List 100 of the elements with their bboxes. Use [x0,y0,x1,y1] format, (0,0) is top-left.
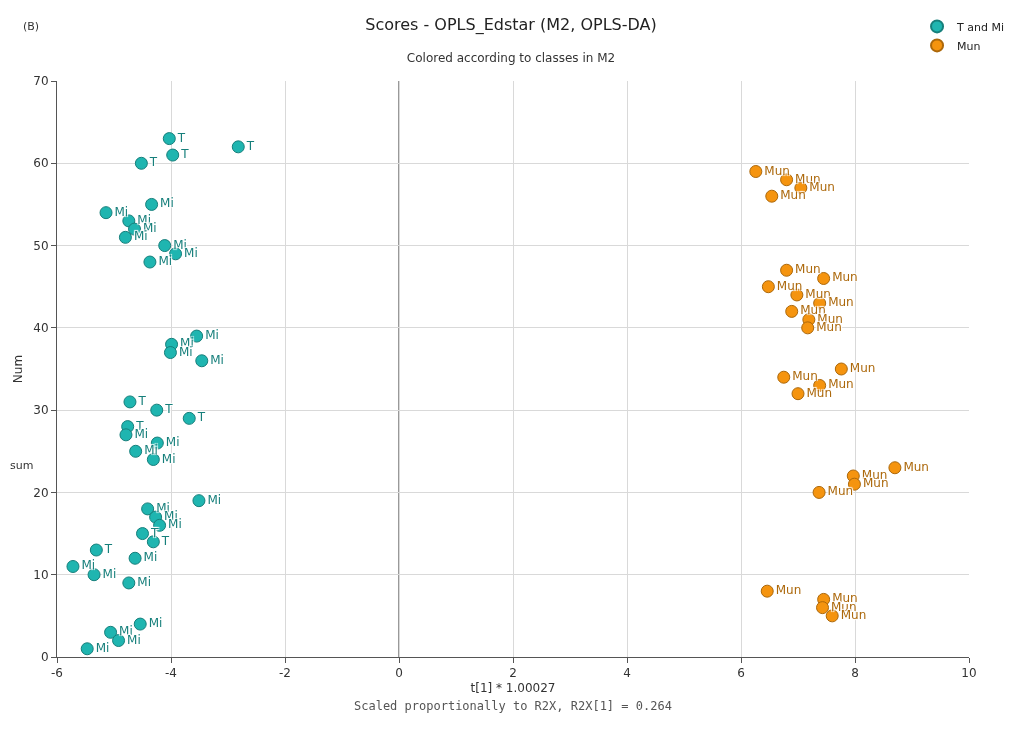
y-tick-label: 0 [40,650,49,665]
point [785,304,799,318]
y-tick-label: 50 [33,238,49,253]
data-label: Mun [764,163,790,178]
data-label: T [137,393,147,408]
point [112,634,126,648]
data-label: Mun [827,484,854,499]
text: sum [10,459,34,472]
point [122,576,136,590]
text: Scaled proportionally to R2X, R2X[1] = 0.264 [354,699,672,713]
data-label: Mi [158,254,173,269]
point [791,387,805,401]
y-axis-title: Num [10,354,25,384]
data-label: Mun [792,369,818,384]
y-tick-label: 10 [33,567,49,582]
point [166,148,180,162]
point [780,263,794,277]
data-label: Mi [137,574,152,589]
point [66,559,80,573]
data-label: Mi [165,435,180,450]
data-label: T [176,130,186,145]
x-tick-label: 0 [395,666,403,681]
data-label: Mun [828,295,854,310]
point [192,494,206,508]
y-tick-label: 30 [33,403,49,418]
x-tick-label: 6 [737,666,745,681]
point [162,132,176,146]
y-tick-label: 40 [33,321,49,336]
point [136,527,149,541]
x-tick-label: 4 [623,666,631,681]
point [150,403,164,417]
x-tick-label: 2 [509,666,517,681]
point [888,461,902,475]
point [129,444,143,458]
data-label: Mi [148,616,163,631]
x-tick-label: 8 [851,666,859,681]
point [816,601,830,615]
point [163,346,177,360]
point [760,584,774,598]
point [89,543,103,557]
x-axis-title: t[1] * 1.00027 [470,681,556,696]
point [817,271,831,285]
data-label: Mi [160,196,174,211]
point [801,321,815,335]
data-label: Mun [849,361,876,375]
data-label: Mi [143,550,158,565]
point [777,370,791,384]
data-label: Mi [102,566,117,581]
y-tick-label: 20 [33,485,49,500]
data-label: Mi [114,204,129,219]
point [231,140,245,154]
point [182,411,196,425]
point [119,428,133,442]
legend-label: Mun [957,39,981,53]
y-tick-label: 70 [33,74,49,89]
x-tick-label: -6 [51,666,63,681]
text: (B) [23,20,40,33]
data-label: T [103,542,113,557]
point [104,625,118,639]
data-label: Mi [168,517,182,532]
data-label: Mun [776,278,803,293]
point [765,189,779,203]
data-label: T [148,155,158,170]
point [158,239,172,253]
y-tick-label: 60 [33,156,49,171]
data-label: Mi [161,451,176,466]
data-label: Mi [144,443,158,458]
data-label: T [245,138,255,153]
x-tick-label: -2 [279,666,291,681]
data-label: Mun [780,188,806,203]
point [143,255,157,269]
chart-title: Scores - OPLS_Edstar (M2, OPLS-DA) [365,14,657,35]
data-label: Mi [95,640,110,655]
legend-label: T and Mi [956,20,1005,34]
data-label: T [196,410,206,425]
point [123,395,137,409]
point [99,206,113,220]
data-label: Mun [832,270,858,285]
point [80,642,94,656]
point [133,617,147,631]
point [128,551,142,565]
point [145,197,159,211]
data-label: Mi [205,328,219,343]
data-label: T [180,147,190,162]
point [812,485,826,499]
data-label: Mun [795,262,821,277]
data-label: Mun [903,459,929,474]
point [134,156,148,170]
data-label: Mi [210,352,224,367]
data-label: Mun [775,583,802,598]
data-label: Mi [81,558,96,573]
x-tick-label: 10 [961,666,977,681]
point [834,362,848,376]
x-tick-label: -4 [165,666,177,681]
point [195,354,209,368]
data-label: T [164,402,174,417]
point [118,230,132,244]
point [749,165,763,178]
data-label: Mi [133,229,148,244]
point [141,502,155,516]
